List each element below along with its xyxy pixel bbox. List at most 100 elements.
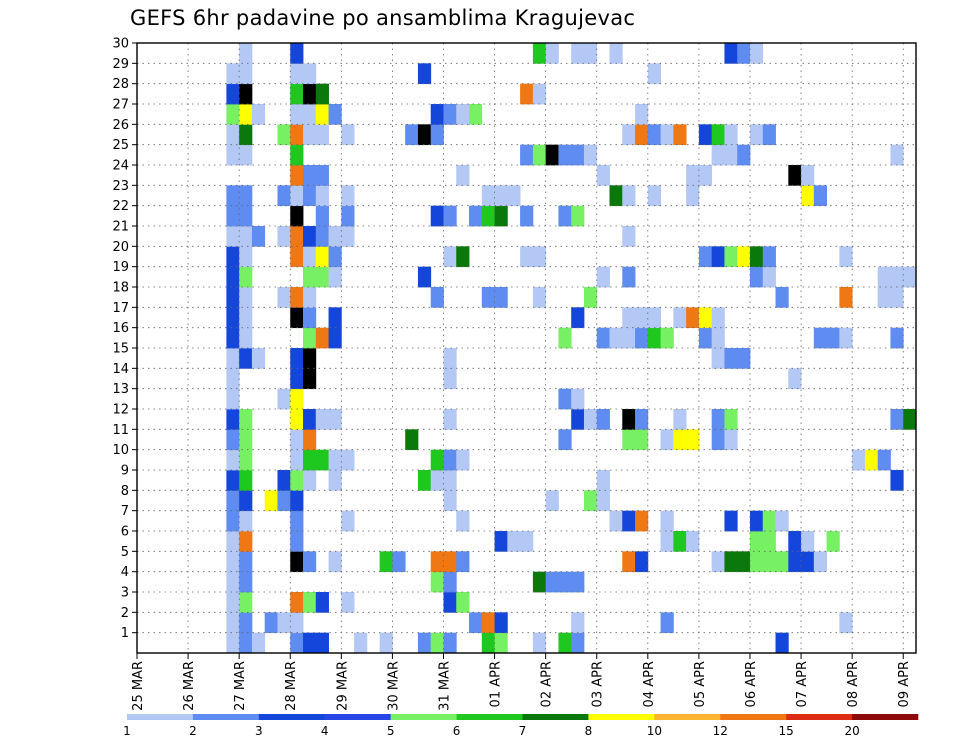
heatmap-cell: [890, 287, 904, 308]
legend-label: 4: [321, 724, 329, 738]
heatmap-cell: [226, 266, 240, 288]
legend-swatch: [588, 714, 655, 720]
heatmap-cell: [481, 185, 495, 207]
heatmap-cell: [303, 266, 317, 288]
heatmap-cell: [443, 551, 457, 573]
x-tick-label: 25 MAR: [131, 661, 146, 711]
heatmap-cell: [660, 429, 674, 451]
heatmap-cell: [315, 104, 329, 125]
heatmap-cell: [711, 348, 725, 369]
heatmap-cell: [290, 165, 304, 186]
heatmap-cell: [239, 287, 253, 308]
heatmap-cell: [724, 144, 738, 166]
heatmap-cell: [239, 449, 253, 471]
heatmap-cell: [405, 429, 419, 451]
heatmap-cell: [392, 551, 406, 573]
heatmap-cell: [226, 83, 240, 105]
heatmap-cell: [456, 510, 470, 532]
heatmap-cell: [583, 287, 598, 308]
heatmap-cell: [737, 144, 751, 166]
heatmap-cell: [877, 266, 891, 288]
heatmap-cell: [532, 287, 547, 308]
heatmap-cell: [277, 388, 291, 410]
heatmap-cell: [469, 205, 483, 227]
heatmap-cell: [315, 632, 329, 654]
heatmap-cell: [328, 246, 342, 268]
heatmap-cell: [417, 632, 432, 654]
y-tick-label: 20: [112, 240, 129, 255]
heatmap-cell: [890, 144, 904, 166]
heatmap-cell: [277, 226, 291, 247]
heatmap-cell: [571, 205, 585, 227]
heatmap-cell: [226, 226, 240, 247]
heatmap-cell: [609, 185, 623, 207]
y-tick-label: 17: [112, 301, 129, 316]
heatmap-cell: [647, 185, 661, 207]
heatmap-cell: [801, 185, 815, 207]
heatmap-cell: [724, 510, 738, 532]
heatmap-cell: [328, 226, 342, 247]
heatmap-cell: [724, 409, 738, 430]
heatmap-cell: [724, 124, 738, 146]
heatmap-cell: [737, 348, 751, 369]
heatmap-cell: [532, 571, 547, 593]
heatmap-cell: [456, 246, 470, 268]
heatmap-cell: [635, 327, 649, 349]
heatmap-cell: [226, 531, 240, 552]
heatmap-cell: [328, 104, 342, 125]
legend-swatch: [324, 714, 391, 720]
legend-label: 1: [123, 724, 131, 738]
heatmap-cell: [430, 287, 444, 308]
x-tick-label: 28 MAR: [284, 661, 299, 711]
heatmap-cell: [303, 185, 317, 207]
heatmap-cell: [507, 185, 521, 207]
legend-label: 10: [647, 724, 662, 738]
heatmap-cell: [647, 63, 661, 85]
heatmap-cell: [456, 104, 470, 125]
legend-swatch: [192, 714, 260, 720]
heatmap-cell: [826, 327, 840, 349]
heatmap-cell: [596, 266, 610, 288]
y-axis: 1234567891011121314151617181920212223242…: [112, 37, 137, 641]
heatmap-cell: [686, 429, 700, 451]
heatmap-cell: [749, 43, 764, 64]
heatmap-cell: [290, 185, 304, 207]
heatmap-cell: [622, 429, 636, 451]
heatmap-cell: [315, 409, 329, 430]
heatmap-cell: [749, 266, 764, 288]
chart-title: GEFS 6hr padavine po ansamblima Kragujev…: [130, 6, 636, 30]
heatmap-cell: [775, 551, 789, 573]
x-tick-label: 06 APR: [744, 661, 759, 707]
heatmap-cell: [877, 287, 891, 308]
heatmap-cell: [443, 348, 457, 369]
heatmap-cell: [328, 307, 342, 329]
heatmap-cell: [596, 409, 610, 430]
heatmap-cell: [290, 490, 304, 512]
heatmap-cell: [686, 531, 700, 552]
heatmap-cell: [788, 165, 802, 186]
heatmap-cell: [443, 205, 457, 227]
heatmap-cell: [890, 409, 904, 430]
heatmap-cell: [430, 632, 444, 654]
heatmap-cell: [277, 124, 291, 146]
heatmap-cell: [571, 388, 585, 410]
heatmap-cell: [303, 83, 317, 105]
heatmap-cell: [239, 632, 253, 654]
heatmap-cell: [226, 104, 240, 125]
heatmap-cell: [226, 592, 240, 613]
heatmap-cell: [443, 632, 457, 654]
heatmap-cell: [239, 490, 253, 512]
heatmap-cell: [737, 246, 751, 268]
heatmap-cell: [290, 632, 304, 654]
heatmap-cell: [303, 226, 317, 247]
heatmap-cell: [775, 510, 789, 532]
y-tick-label: 11: [112, 423, 129, 438]
heatmap-cell: [303, 348, 317, 369]
heatmap-cell: [226, 612, 240, 634]
heatmap-cell: [686, 307, 700, 329]
heatmap-cell: [290, 470, 304, 491]
legend-swatch: [390, 714, 457, 720]
heatmap-cell: [239, 348, 253, 369]
legend: 1 2 3 4 5 6 7 8 10 12 15 20: [123, 714, 919, 738]
heatmap-cell: [277, 287, 291, 308]
